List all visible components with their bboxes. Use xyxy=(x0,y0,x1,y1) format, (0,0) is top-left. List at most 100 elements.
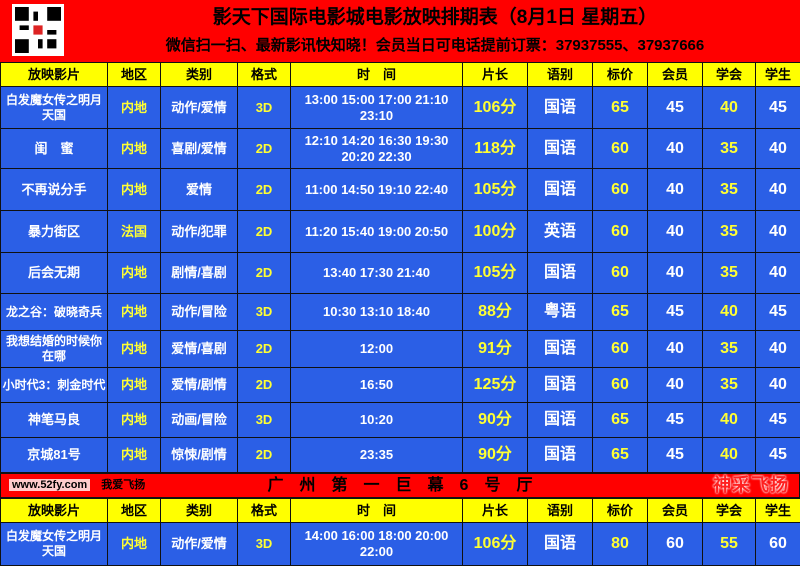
cell-union: 35 xyxy=(703,129,756,169)
cell-region: 内地 xyxy=(108,129,161,169)
cell-format: 2D xyxy=(238,169,291,211)
cell-lang: 国语 xyxy=(528,253,593,294)
cell-times: 23:35 xyxy=(291,438,463,473)
cell-lang: 国语 xyxy=(528,438,593,473)
cell-member: 40 xyxy=(648,368,703,403)
column-header: 学会 xyxy=(703,499,756,523)
watermark-url: www.52fy.com xyxy=(9,479,90,491)
watermark-text: www.52fy.com 我爱飞扬 xyxy=(9,474,145,497)
cell-union: 40 xyxy=(703,438,756,473)
cell-member: 45 xyxy=(648,438,703,473)
cell-region: 内地 xyxy=(108,253,161,294)
column-header: 学生 xyxy=(756,63,800,87)
cell-lang: 粤语 xyxy=(528,294,593,331)
cell-format: 3D xyxy=(238,87,291,129)
cell-price: 65 xyxy=(593,87,648,129)
hall-title: 广 州 第 一 巨 幕 6 号 厅 xyxy=(201,474,599,497)
column-header: 放映影片 xyxy=(1,499,108,523)
cell-lang: 国语 xyxy=(528,87,593,129)
column-header: 时 间 xyxy=(291,499,463,523)
column-header: 地区 xyxy=(108,499,161,523)
subtitle: 微信扫一扫、最新影讯快知晓！会员当日可电话提前订票：37937555、37937… xyxy=(70,36,800,56)
column-header: 放映影片 xyxy=(1,63,108,87)
cell-format: 2D xyxy=(238,211,291,253)
cell-lang: 国语 xyxy=(528,368,593,403)
qr-code-icon xyxy=(12,4,64,56)
cell-region: 内地 xyxy=(108,403,161,438)
column-header: 标价 xyxy=(593,63,648,87)
cell-times: 13:40 17:30 21:40 xyxy=(291,253,463,294)
cell-lang: 国语 xyxy=(528,403,593,438)
cell-student: 40 xyxy=(756,253,800,294)
cell-region: 法国 xyxy=(108,211,161,253)
cell-region: 内地 xyxy=(108,87,161,129)
cell-genre: 惊悚/剧情 xyxy=(161,438,238,473)
cell-film: 不再说分手 xyxy=(1,169,108,211)
cell-genre: 动作/爱情 xyxy=(161,523,238,566)
cell-member: 45 xyxy=(648,87,703,129)
cell-student: 45 xyxy=(756,294,800,331)
cell-union: 35 xyxy=(703,368,756,403)
column-header: 学生 xyxy=(756,499,800,523)
cell-times: 14:00 16:00 18:00 20:00 22:00 xyxy=(291,523,463,566)
cell-lang: 国语 xyxy=(528,129,593,169)
column-header: 格式 xyxy=(238,63,291,87)
cell-genre: 剧情/喜剧 xyxy=(161,253,238,294)
cell-region: 内地 xyxy=(108,294,161,331)
cell-length: 105分 xyxy=(463,169,528,211)
cell-genre: 动作/犯罪 xyxy=(161,211,238,253)
column-header: 会员 xyxy=(648,499,703,523)
column-header: 时 间 xyxy=(291,63,463,87)
cell-member: 45 xyxy=(648,294,703,331)
column-header-row: 放映影片地区类别格式时 间片长语别标价会员学会学生 xyxy=(1,63,800,87)
column-header: 语别 xyxy=(528,499,593,523)
cell-format: 2D xyxy=(238,438,291,473)
column-header-row: 放映影片地区类别格式时 间片长语别标价会员学会学生 xyxy=(1,499,800,523)
cell-student: 40 xyxy=(756,129,800,169)
cell-genre: 动画/冒险 xyxy=(161,403,238,438)
cell-film: 白发魔女传之明月天国 xyxy=(1,523,108,566)
cell-union: 35 xyxy=(703,331,756,368)
column-header: 学会 xyxy=(703,63,756,87)
cell-price: 65 xyxy=(593,438,648,473)
cell-film: 暴力街区 xyxy=(1,211,108,253)
hall-banner: www.52fy.com 我爱飞扬 广 州 第 一 巨 幕 6 号 厅 神采飞扬 xyxy=(0,473,800,498)
cell-format: 3D xyxy=(238,523,291,566)
cell-member: 40 xyxy=(648,331,703,368)
cell-film: 京城81号 xyxy=(1,438,108,473)
cell-price: 80 xyxy=(593,523,648,566)
column-header: 类别 xyxy=(161,63,238,87)
cell-student: 45 xyxy=(756,87,800,129)
cell-format: 3D xyxy=(238,294,291,331)
cell-member: 40 xyxy=(648,129,703,169)
cell-student: 40 xyxy=(756,368,800,403)
cell-genre: 爱情/剧情 xyxy=(161,368,238,403)
cell-union: 35 xyxy=(703,169,756,211)
cell-union: 35 xyxy=(703,211,756,253)
column-header: 类别 xyxy=(161,499,238,523)
cell-price: 60 xyxy=(593,169,648,211)
cell-student: 40 xyxy=(756,211,800,253)
column-header: 格式 xyxy=(238,499,291,523)
cell-times: 16:50 xyxy=(291,368,463,403)
hall-schedule-table: 放映影片地区类别格式时 间片长语别标价会员学会学生白发魔女传之明月天国内地动作/… xyxy=(0,498,800,566)
cell-length: 90分 xyxy=(463,438,528,473)
cell-student: 40 xyxy=(756,331,800,368)
cell-member: 40 xyxy=(648,253,703,294)
cell-member: 40 xyxy=(648,169,703,211)
cell-genre: 喜剧/爱情 xyxy=(161,129,238,169)
cell-price: 60 xyxy=(593,211,648,253)
cell-lang: 英语 xyxy=(528,211,593,253)
cell-film: 我想结婚的时候你在哪 xyxy=(1,331,108,368)
cell-length: 88分 xyxy=(463,294,528,331)
cell-region: 内地 xyxy=(108,169,161,211)
cell-format: 2D xyxy=(238,253,291,294)
cell-price: 65 xyxy=(593,403,648,438)
cell-region: 内地 xyxy=(108,331,161,368)
cell-member: 60 xyxy=(648,523,703,566)
